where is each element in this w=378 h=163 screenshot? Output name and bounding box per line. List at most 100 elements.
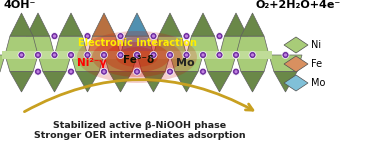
Circle shape <box>51 33 58 40</box>
Polygon shape <box>191 13 215 36</box>
Circle shape <box>18 52 25 59</box>
Polygon shape <box>121 36 153 55</box>
Circle shape <box>51 52 58 59</box>
Circle shape <box>70 53 73 57</box>
Circle shape <box>150 52 157 59</box>
Polygon shape <box>269 55 302 72</box>
Circle shape <box>251 53 254 57</box>
Text: Fe³⁻δ: Fe³⁻δ <box>123 55 155 65</box>
Circle shape <box>201 70 204 73</box>
Text: Mo: Mo <box>311 78 325 88</box>
Circle shape <box>200 52 206 59</box>
Circle shape <box>150 33 157 40</box>
Circle shape <box>185 53 188 57</box>
Circle shape <box>166 52 174 59</box>
Circle shape <box>117 33 124 40</box>
Polygon shape <box>170 55 203 72</box>
Text: Stronger OER intermediates adsorption: Stronger OER intermediates adsorption <box>34 132 246 141</box>
Circle shape <box>53 53 56 57</box>
Circle shape <box>34 52 42 59</box>
Text: O₂+2H₂O+4e⁻: O₂+2H₂O+4e⁻ <box>255 0 340 10</box>
Text: Mo: Mo <box>176 58 194 68</box>
Polygon shape <box>284 75 308 91</box>
FancyBboxPatch shape <box>2 51 272 59</box>
Circle shape <box>84 33 91 40</box>
Polygon shape <box>208 72 231 92</box>
Polygon shape <box>5 36 38 55</box>
Circle shape <box>166 68 174 75</box>
Ellipse shape <box>92 37 182 77</box>
Circle shape <box>86 53 89 57</box>
Circle shape <box>218 35 221 38</box>
Circle shape <box>185 35 188 38</box>
Circle shape <box>102 53 105 57</box>
Circle shape <box>135 53 139 57</box>
Circle shape <box>101 68 107 75</box>
Circle shape <box>84 52 91 59</box>
Polygon shape <box>93 13 116 36</box>
Polygon shape <box>241 72 264 92</box>
Ellipse shape <box>104 42 169 72</box>
Polygon shape <box>22 36 54 55</box>
Polygon shape <box>284 56 308 72</box>
Polygon shape <box>5 55 38 72</box>
Circle shape <box>36 70 40 73</box>
Circle shape <box>34 68 42 75</box>
Polygon shape <box>142 72 165 92</box>
Circle shape <box>70 70 73 73</box>
Polygon shape <box>186 36 220 55</box>
Polygon shape <box>54 36 87 55</box>
Circle shape <box>200 68 206 75</box>
Circle shape <box>152 53 155 57</box>
Polygon shape <box>10 13 33 36</box>
Circle shape <box>216 52 223 59</box>
Circle shape <box>36 53 40 57</box>
Polygon shape <box>43 72 66 92</box>
Ellipse shape <box>77 31 197 83</box>
Polygon shape <box>220 36 253 55</box>
Polygon shape <box>274 72 297 92</box>
Circle shape <box>249 52 256 59</box>
Polygon shape <box>0 55 5 72</box>
Circle shape <box>102 70 105 73</box>
Circle shape <box>218 53 221 57</box>
Circle shape <box>119 53 122 57</box>
Text: Electronic Interaction: Electronic Interaction <box>77 38 197 48</box>
Polygon shape <box>158 13 181 36</box>
Circle shape <box>68 52 74 59</box>
Circle shape <box>152 35 155 38</box>
Circle shape <box>117 52 124 59</box>
Circle shape <box>234 53 238 57</box>
Circle shape <box>133 52 141 59</box>
Polygon shape <box>38 55 71 72</box>
Polygon shape <box>236 36 269 55</box>
Circle shape <box>232 68 240 75</box>
Circle shape <box>183 33 190 40</box>
Polygon shape <box>104 55 137 72</box>
Circle shape <box>169 70 172 73</box>
Polygon shape <box>76 72 99 92</box>
Polygon shape <box>137 55 170 72</box>
Polygon shape <box>109 72 132 92</box>
Circle shape <box>216 33 223 40</box>
Text: 4OH⁻: 4OH⁻ <box>4 0 36 10</box>
Polygon shape <box>175 72 198 92</box>
Circle shape <box>68 68 74 75</box>
Polygon shape <box>87 36 121 55</box>
Text: Ni: Ni <box>311 40 321 50</box>
Polygon shape <box>241 13 264 36</box>
Circle shape <box>20 53 23 57</box>
Polygon shape <box>26 13 50 36</box>
Circle shape <box>101 52 107 59</box>
Polygon shape <box>203 55 236 72</box>
Circle shape <box>119 35 122 38</box>
Circle shape <box>133 68 141 75</box>
Polygon shape <box>59 13 82 36</box>
Text: Fe: Fe <box>311 59 322 69</box>
Text: Ni²⁻γ: Ni²⁻γ <box>77 58 107 68</box>
Polygon shape <box>284 37 308 53</box>
Circle shape <box>169 53 172 57</box>
Polygon shape <box>125 13 149 36</box>
Text: Stabilized active β-NiOOH phase: Stabilized active β-NiOOH phase <box>53 120 226 129</box>
Circle shape <box>232 52 240 59</box>
